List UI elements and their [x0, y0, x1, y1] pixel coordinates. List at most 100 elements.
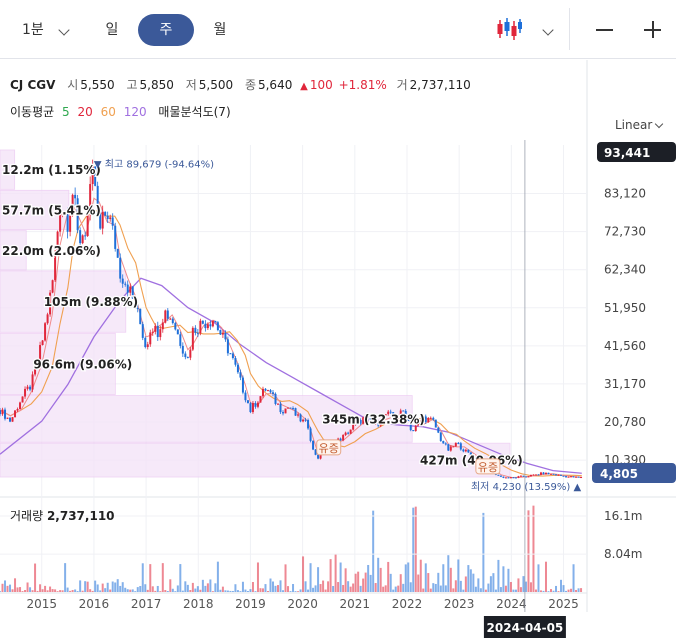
volume-bar: [124, 587, 127, 592]
zoom-out-icon[interactable]: [596, 29, 613, 31]
high-price-badge-text: 93,441: [604, 146, 650, 160]
candle-body: [91, 166, 94, 185]
volume-bar: [229, 590, 232, 592]
candle-body: [507, 477, 510, 479]
volume-bar: [226, 590, 229, 592]
period-week[interactable]: 주: [138, 14, 194, 46]
candle-body: [379, 422, 382, 426]
candle-body: [287, 407, 290, 409]
volume-bar: [299, 589, 302, 592]
volume-bar: [339, 562, 342, 592]
candle-body: [499, 475, 502, 477]
x-tick-label: 2020: [287, 597, 318, 611]
volume-bar: [484, 589, 487, 592]
volume-bar: [539, 590, 542, 592]
candle-body: [254, 403, 257, 407]
volume-bar: [332, 586, 335, 592]
volume-bar: [317, 567, 320, 592]
volume-bar: [116, 579, 119, 592]
volume-profile-label: 345m (32.38%): [322, 412, 425, 426]
candle-body: [31, 374, 34, 390]
volume-bar: [292, 584, 295, 592]
volume-bar: [96, 584, 99, 592]
volume-bar: [79, 580, 82, 592]
candlestick-icon[interactable]: [496, 17, 522, 41]
volume-bar: [236, 590, 239, 592]
candle-body: [146, 344, 149, 348]
volume-bar: [94, 580, 97, 592]
volume-bar: [136, 587, 139, 592]
interval-selector[interactable]: 1분: [22, 22, 44, 38]
candle-body: [186, 357, 189, 359]
volume-profile-label[interactable]: 매물분석도(7): [158, 105, 231, 119]
candle-body: [266, 390, 269, 392]
volume-bar: [409, 582, 412, 592]
candle-body: [159, 329, 162, 338]
volume-bar: [26, 582, 29, 592]
volume-bar: [464, 576, 467, 592]
candle-body: [547, 472, 550, 475]
volume-bar: [384, 585, 387, 592]
y-tick-label: 62,340: [604, 263, 646, 277]
candle-body: [219, 330, 222, 335]
candle-body: [139, 308, 142, 325]
candle-body: [387, 411, 390, 415]
volume-bar: [156, 585, 159, 592]
candle-body: [424, 416, 427, 423]
period-day[interactable]: 일: [105, 22, 119, 38]
event-marker: [316, 439, 342, 456]
candle-body: [104, 211, 107, 216]
volume-bar: [104, 588, 107, 592]
candle-body: [129, 286, 132, 293]
period-month[interactable]: 월: [213, 22, 227, 38]
candle-body: [307, 420, 310, 429]
candle-body: [279, 403, 282, 413]
volume-bar: [337, 582, 340, 592]
candle-body: [392, 412, 395, 417]
candle-body: [206, 324, 209, 329]
candle-body: [64, 214, 67, 216]
low-annotation: 최저 4,230 (13.59%) ▲: [471, 481, 581, 493]
candle-body: [106, 215, 109, 220]
scale-selector[interactable]: Linear: [615, 118, 653, 132]
candle-body: [234, 358, 237, 365]
quote-bar: CJ CGV 시 5,550 고 5,850 저 5,500 종 5,640 ▲ 100 …: [10, 76, 473, 93]
volume-bar: [560, 579, 563, 592]
volume-bar: [151, 586, 154, 592]
candle-body: [367, 415, 370, 417]
candle-body: [570, 476, 573, 478]
volume-bar: [279, 580, 282, 592]
crosshair-date-badge: [483, 616, 566, 638]
volume-bar: [562, 585, 565, 592]
candle-body: [189, 349, 192, 358]
volume-bar: [487, 583, 490, 592]
volume-label: 거: [396, 78, 408, 92]
volume-bar: [261, 588, 264, 592]
candle-body: [251, 403, 254, 413]
candle-body: [347, 432, 350, 434]
ma-label[interactable]: 이동평균: [10, 105, 55, 119]
candle-body: [552, 473, 555, 475]
volume-bar: [126, 589, 129, 592]
candle-body: [469, 452, 472, 456]
high-value: 5,850: [139, 78, 174, 92]
candle-body: [534, 474, 537, 476]
volume-bar: [111, 581, 114, 592]
volume-panel-title: 거래량 2,737,110: [10, 507, 115, 524]
candle-body: [312, 440, 315, 450]
volume-bar: [359, 585, 362, 592]
candle-body: [11, 417, 14, 422]
volume-bar: [282, 590, 285, 592]
volume-bar: [54, 589, 57, 592]
volume-bar: [179, 564, 182, 592]
y-tick-label: 72,730: [604, 225, 646, 239]
volume-bar: [184, 581, 187, 592]
candle-body: [457, 442, 460, 444]
x-tick-label: 2023: [444, 597, 475, 611]
candle-body: [439, 432, 442, 441]
volume-bar: [329, 559, 332, 592]
ma120-label: 120: [123, 105, 147, 119]
candle-body: [69, 215, 72, 232]
candle-body: [402, 410, 405, 412]
